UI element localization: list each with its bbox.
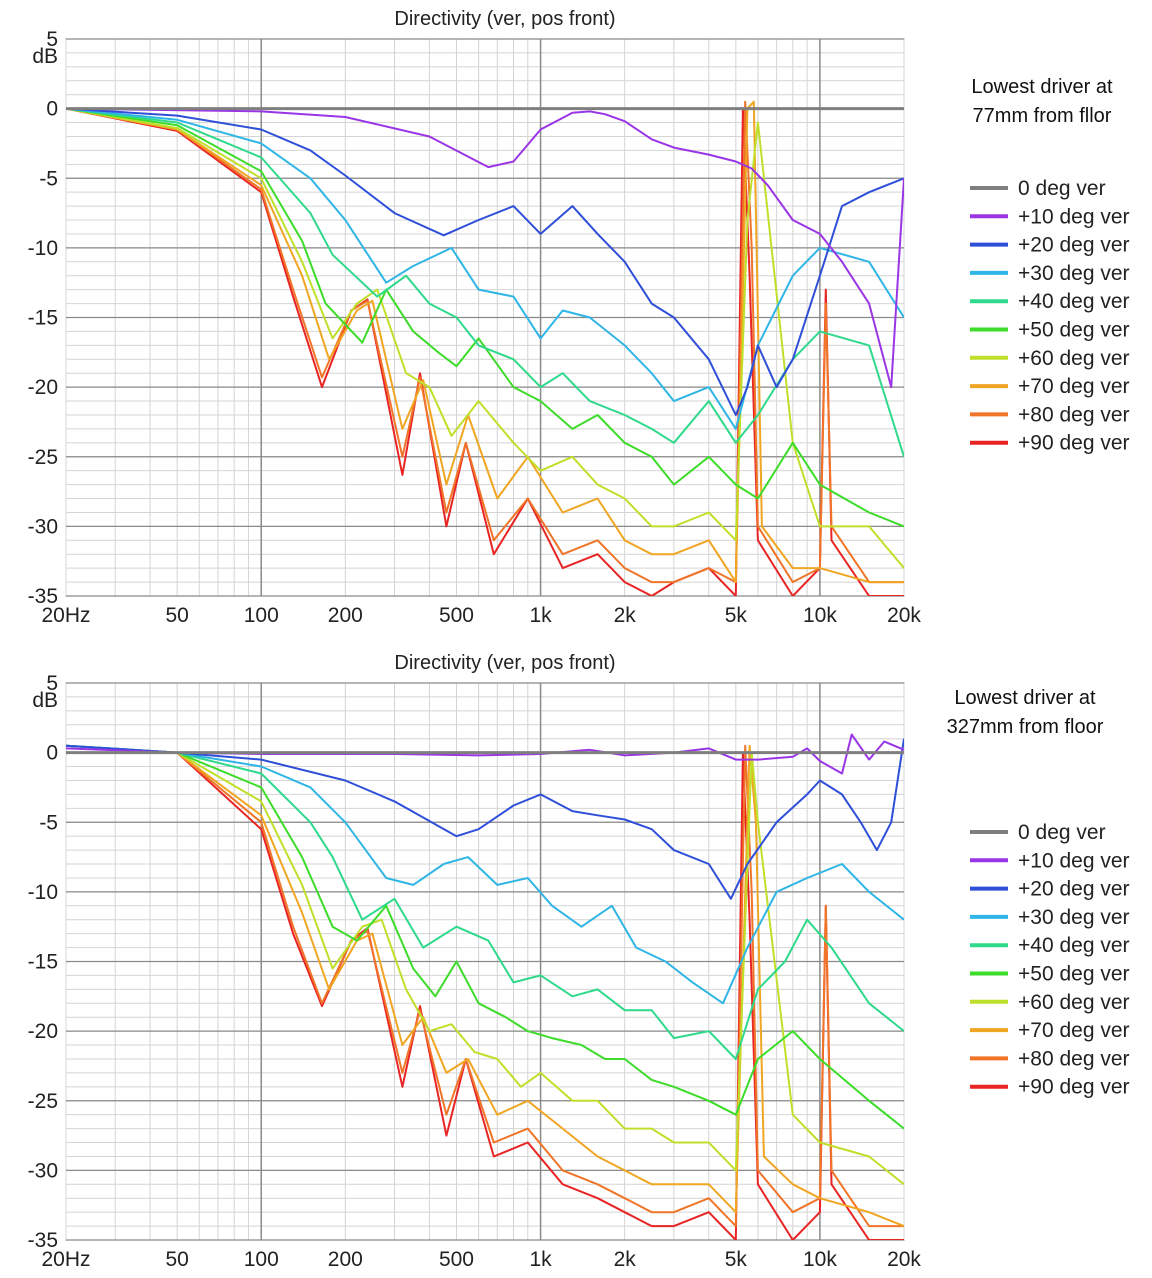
series-line-5 [66, 744, 904, 1130]
legend-label: +90 deg ver [1018, 1076, 1130, 1099]
series-line-5 [66, 107, 904, 528]
x-tick-label: 100 [244, 1248, 279, 1271]
x-tick-label: 20Hz [41, 604, 90, 627]
chart-title: Directivity (ver, pos front) [394, 652, 615, 674]
y-tick-label: -10 [28, 881, 58, 904]
x-tick-label: 20k [887, 1248, 921, 1271]
legend-label: +20 deg ver [1018, 878, 1130, 901]
y-tick-label: -10 [28, 237, 58, 260]
y-tick-label: -15 [28, 951, 58, 974]
y-tick-label: -20 [28, 376, 58, 399]
y-tick-label: 0 [46, 98, 58, 121]
series-line-1 [66, 107, 904, 389]
x-tick-label: 20k [887, 604, 921, 627]
x-tick-label: 10k [803, 604, 837, 627]
legend-label: +70 deg ver [1018, 1019, 1130, 1042]
legend-label: 0 deg ver [1018, 821, 1106, 844]
legend-label: +70 deg ver [1018, 375, 1130, 398]
x-tick-label: 50 [165, 604, 188, 627]
series-line-8 [66, 744, 904, 1228]
x-tick-label: 5k [725, 604, 748, 627]
side-note: 327mm from floor [947, 716, 1104, 738]
series-line-2 [66, 738, 904, 900]
series-line-4 [66, 107, 904, 458]
series-line-7 [66, 744, 904, 1228]
x-tick-label: 1k [529, 1248, 552, 1271]
y-unit-label: dB [32, 689, 58, 712]
x-tick-label: 2k [614, 1248, 637, 1271]
legend-label: +90 deg ver [1018, 432, 1130, 455]
series-line-2 [66, 107, 904, 416]
legend-label: +40 deg ver [1018, 934, 1130, 957]
x-tick-label: 500 [439, 604, 474, 627]
series-group [66, 100, 904, 596]
y-tick-label: -30 [28, 1159, 58, 1182]
y-tick-label: -25 [28, 1090, 58, 1113]
y-tick-label: -5 [39, 167, 58, 190]
side-note: Lowest driver at [954, 687, 1096, 709]
x-tick-label: 1k [529, 604, 552, 627]
y-tick-label: -25 [28, 446, 58, 469]
legend: 0 deg ver +10 deg ver +20 deg ver +30 deg v… [970, 821, 1130, 1099]
x-tick-label: 5k [725, 1248, 748, 1271]
chart-title: Directivity (ver, pos front) [394, 8, 615, 30]
side-note: Lowest driver at [971, 76, 1113, 98]
series-line-6 [66, 107, 904, 569]
x-tick-label: 2k [614, 604, 637, 627]
y-tick-label: -15 [28, 307, 58, 330]
side-note: 77mm from fllor [973, 105, 1112, 127]
y-tick-label: -20 [28, 1020, 58, 1043]
x-tick-label: 10k [803, 1248, 837, 1271]
y-tick-label: -30 [28, 515, 58, 538]
series-line-3 [66, 107, 904, 430]
legend-label: +30 deg ver [1018, 262, 1130, 285]
series-line-6 [66, 744, 904, 1186]
chart-panel-1: Directivity (ver, pos front)50-5-10-15-2… [28, 8, 1130, 627]
x-tick-label: 200 [328, 604, 363, 627]
legend: 0 deg ver +10 deg ver +20 deg ver +30 deg v… [970, 177, 1130, 455]
x-tick-label: 200 [328, 1248, 363, 1271]
legend-label: +40 deg ver [1018, 290, 1130, 313]
legend-label: +50 deg ver [1018, 963, 1130, 986]
y-unit-label: dB [32, 45, 58, 68]
y-tick-label: 5 [46, 672, 58, 695]
legend-label: 0 deg ver [1018, 177, 1106, 200]
legend-label: +10 deg ver [1018, 849, 1130, 872]
legend-label: +60 deg ver [1018, 991, 1130, 1014]
y-tick-label: 5 [46, 28, 58, 51]
series-line-7 [66, 100, 904, 584]
legend-label: +20 deg ver [1018, 234, 1130, 257]
legend-label: +10 deg ver [1018, 205, 1130, 228]
x-tick-label: 100 [244, 604, 279, 627]
series-line-3 [66, 744, 904, 1005]
chart-panel-2: Directivity (ver, pos front)50-5-10-15-2… [28, 652, 1130, 1271]
legend-label: +60 deg ver [1018, 347, 1130, 370]
series-line-8 [66, 100, 904, 584]
y-tick-label: 0 [46, 742, 58, 765]
x-tick-label: 50 [165, 1248, 188, 1271]
y-tick-label: -35 [28, 585, 58, 608]
legend-label: +80 deg ver [1018, 403, 1130, 426]
legend-label: +30 deg ver [1018, 906, 1130, 929]
legend-label: +80 deg ver [1018, 1047, 1130, 1070]
series-group [66, 733, 904, 1240]
series-line-4 [66, 744, 904, 1060]
y-tick-label: -5 [39, 811, 58, 834]
y-tick-label: -35 [28, 1229, 58, 1252]
x-tick-label: 500 [439, 1248, 474, 1271]
x-tick-label: 20Hz [41, 1248, 90, 1271]
legend-label: +50 deg ver [1018, 319, 1130, 342]
